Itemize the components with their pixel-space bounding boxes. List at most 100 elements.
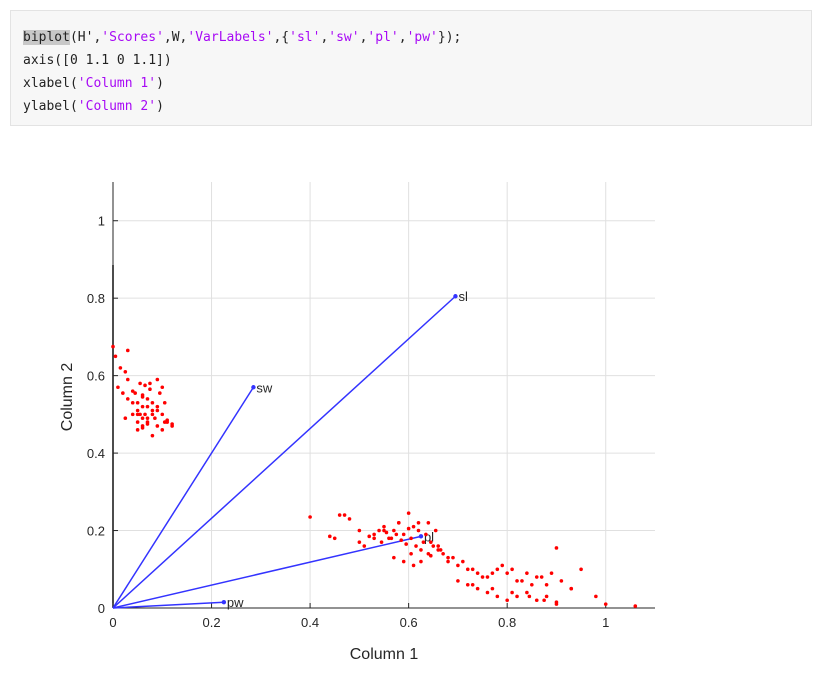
- x-tick-label: 0.2: [203, 615, 221, 630]
- score-point: [461, 559, 465, 564]
- score-point: [170, 424, 174, 428]
- score-point: [539, 575, 544, 579]
- score-point: [465, 582, 470, 587]
- score-point: [155, 404, 160, 409]
- biplot-chart: 0 0.2 0.4 0.6 0.8 1 0 0.2 0.4 0.6 0.8 1 sl sw pl pw Co…: [59, 182, 655, 663]
- score-point: [130, 389, 135, 393]
- y-tick-label: 0.8: [87, 291, 105, 306]
- vector-line-sl: [112, 295, 456, 609]
- code-token: ,: [398, 30, 407, 45]
- score-point: [515, 579, 519, 583]
- score-point: [135, 400, 140, 405]
- score-point: [162, 420, 167, 424]
- y-tick-label: 0: [98, 601, 105, 616]
- y-tick-label: 1: [98, 214, 105, 229]
- score-point: [123, 369, 128, 374]
- score-point: [140, 395, 145, 399]
- score-point: [367, 534, 372, 539]
- code-line: biplot(H','Scores',W,'VarLabels',{'sl','…: [23, 26, 799, 49]
- x-tick-label: 0.4: [301, 615, 319, 630]
- score-point: [165, 420, 169, 424]
- code-string-token: 'Column 2': [77, 99, 157, 114]
- score-point: [150, 400, 155, 405]
- score-point: [559, 579, 564, 583]
- score-point: [495, 567, 500, 572]
- score-point: [470, 582, 475, 587]
- score-point: [534, 598, 539, 603]
- score-point: [135, 420, 140, 424]
- score-point: [594, 594, 598, 599]
- score-point: [133, 391, 137, 395]
- score-point: [475, 571, 480, 575]
- score-point: [429, 553, 433, 558]
- score-point: [384, 530, 389, 535]
- score-point: [396, 521, 401, 525]
- score-point: [401, 559, 406, 564]
- score-point: [140, 416, 145, 421]
- score-point: [451, 555, 455, 560]
- score-point: [534, 575, 539, 579]
- score-point: [510, 567, 514, 572]
- score-point: [387, 536, 391, 541]
- score-point: [579, 567, 583, 572]
- vector-tip-pw: [221, 599, 227, 605]
- score-point: [433, 528, 438, 533]
- score-point: [135, 428, 140, 432]
- vector-tip-pl: [418, 534, 424, 539]
- x-tick-label: 1: [602, 615, 609, 630]
- score-point: [116, 385, 120, 390]
- score-point: [500, 563, 505, 568]
- score-point: [424, 532, 428, 537]
- score-point: [160, 385, 165, 390]
- score-point: [357, 528, 362, 533]
- vector-tip-sw: [251, 385, 256, 390]
- score-point: [150, 433, 155, 438]
- code-block: biplot(H','Scores',W,'VarLabels',{'sl','…: [10, 10, 812, 126]
- score-point: [308, 515, 312, 519]
- code-string-token: 'sl': [289, 30, 321, 45]
- score-point: [150, 408, 155, 413]
- axes: [112, 182, 655, 609]
- score-point: [382, 528, 386, 533]
- score-point: [392, 528, 396, 533]
- score-point: [436, 544, 441, 548]
- score-point: [130, 400, 135, 405]
- score-point: [143, 412, 147, 417]
- score-point: [148, 381, 152, 386]
- score-point: [525, 590, 529, 595]
- score-point: [342, 513, 347, 517]
- score-point: [138, 381, 142, 386]
- score-point: [446, 555, 450, 560]
- code-token: ,W,: [163, 30, 188, 45]
- score-point: [155, 408, 160, 413]
- score-point: [148, 387, 152, 391]
- score-point: [158, 391, 162, 395]
- score-point: [145, 404, 150, 409]
- score-point: [411, 563, 416, 568]
- vector-tip-sl: [453, 294, 458, 299]
- code-line: axis([0 1.1 0 1.1]): [23, 49, 799, 72]
- score-point: [140, 426, 145, 430]
- x-tick-label: 0.8: [498, 615, 516, 630]
- score-point: [155, 424, 160, 428]
- score-point: [549, 571, 554, 575]
- code-token: ,: [320, 30, 329, 45]
- score-point: [145, 422, 150, 426]
- score-point: [125, 348, 130, 353]
- score-point: [406, 526, 411, 531]
- score-point: [465, 567, 470, 572]
- score-point: [414, 544, 418, 548]
- score-point: [111, 344, 115, 349]
- score-point: [456, 579, 460, 583]
- score-point: [125, 377, 130, 382]
- x-tick-label: 0.6: [400, 615, 418, 630]
- score-point: [153, 416, 157, 421]
- score-point: [399, 538, 404, 543]
- score-point: [520, 579, 524, 583]
- score-point: [544, 582, 549, 587]
- score-point: [130, 412, 135, 417]
- score-point: [138, 412, 142, 417]
- score-point: [419, 559, 423, 564]
- code-string-token: 'pw': [406, 30, 438, 45]
- score-point: [431, 544, 436, 548]
